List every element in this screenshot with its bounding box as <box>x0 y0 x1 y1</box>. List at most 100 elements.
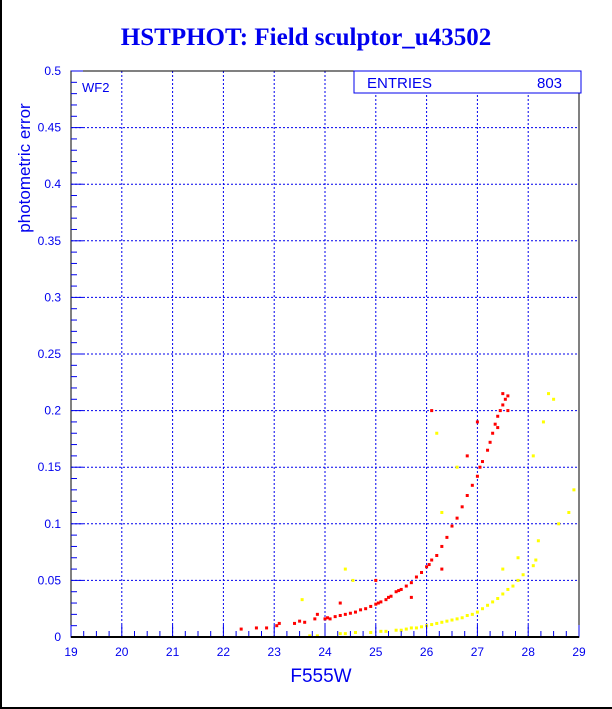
data-point-red <box>374 578 378 582</box>
data-point-red <box>404 584 408 588</box>
data-point-red <box>430 409 434 413</box>
data-point-red <box>394 590 398 594</box>
data-point-yellow <box>572 488 576 492</box>
data-point-red <box>364 607 368 611</box>
data-point-yellow <box>455 617 459 621</box>
data-point-yellow <box>445 619 449 623</box>
data-point-yellow <box>516 578 520 582</box>
data-point-yellow <box>440 510 444 514</box>
data-point-red <box>333 615 337 619</box>
data-point-red <box>496 426 500 430</box>
y-tick-label: 0.3 <box>44 290 61 304</box>
data-point-yellow <box>435 621 439 625</box>
data-point-yellow <box>501 592 505 596</box>
y-tick-label: 0.4 <box>44 177 61 191</box>
tick-labels: 19 20 21 22 23 24 25 26 27 28 29 0 0.05 0.1 0.15 0.2 0.2… <box>38 64 586 659</box>
data-point-red <box>369 604 373 608</box>
entries-label: ENTRIES <box>367 75 432 92</box>
data-point-red <box>303 620 307 624</box>
data-point-yellow <box>450 618 454 622</box>
data-point-red <box>455 516 459 520</box>
data-point-red <box>486 448 490 452</box>
data-point-red <box>460 505 464 509</box>
stats-box: ENTRIES 803 <box>353 70 582 94</box>
data-point-red <box>414 575 418 579</box>
data-point-yellow <box>541 420 545 424</box>
x-tick-label: 27 <box>471 645 485 659</box>
data-point-red <box>389 594 393 598</box>
data-point-yellow <box>343 632 347 636</box>
y-tick-label: 0.05 <box>38 573 62 587</box>
data-point-yellow <box>308 634 312 638</box>
data-point-yellow <box>547 392 551 396</box>
data-point-red <box>445 535 449 539</box>
y-tick-label: 0 <box>54 630 61 644</box>
x-tick-label: 24 <box>318 645 332 659</box>
data-point-yellow <box>534 558 538 562</box>
data-point-red <box>409 595 413 599</box>
y-tick-label: 0.15 <box>38 460 62 474</box>
data-point-yellow <box>414 626 418 630</box>
data-point-red <box>254 626 258 630</box>
axis-ticks <box>70 70 580 638</box>
data-point-yellow <box>384 629 388 633</box>
data-points <box>239 392 576 638</box>
data-point-yellow <box>351 578 355 582</box>
data-point-red <box>506 394 510 398</box>
data-point-yellow <box>480 607 484 611</box>
data-point-yellow <box>343 567 347 571</box>
data-point-yellow <box>557 522 561 526</box>
x-tick-label: 20 <box>115 645 129 659</box>
data-point-yellow <box>567 510 571 514</box>
data-point-yellow <box>501 567 505 571</box>
frame-bottom-border <box>0 707 612 709</box>
data-point-red <box>420 570 424 574</box>
data-point-yellow <box>440 620 444 624</box>
data-point-red <box>440 544 444 548</box>
data-point-red <box>275 624 279 628</box>
data-point-yellow <box>531 454 535 458</box>
data-point-red <box>488 440 492 444</box>
data-point-yellow <box>470 612 474 616</box>
panel-label: WF2 <box>82 80 109 95</box>
data-point-yellow <box>353 630 357 634</box>
chart-title: HSTPHOT: Field sculptor_u43502 <box>120 24 492 51</box>
data-point-red <box>374 602 378 606</box>
data-point-yellow <box>496 597 500 601</box>
data-point-yellow <box>379 629 383 633</box>
data-point-red <box>315 612 319 616</box>
data-point-yellow <box>460 616 464 620</box>
y-tick-label: 0.2 <box>44 404 61 418</box>
data-point-yellow <box>511 584 515 588</box>
data-point-yellow <box>409 626 413 630</box>
data-point-red <box>298 619 302 623</box>
data-point-red <box>323 617 327 621</box>
x-tick-label: 26 <box>420 645 434 659</box>
x-tick-label: 23 <box>268 645 282 659</box>
data-point-red <box>501 403 505 407</box>
data-point-yellow <box>435 431 439 435</box>
data-point-red <box>440 567 444 571</box>
x-tick-label: 22 <box>217 645 231 659</box>
data-point-yellow <box>404 627 408 631</box>
data-point-red <box>353 610 357 614</box>
frame-left-border <box>0 0 2 709</box>
data-point-red <box>399 587 403 591</box>
data-point-yellow <box>506 587 510 591</box>
data-point-red <box>503 397 507 401</box>
y-tick-label: 0.5 <box>44 64 61 78</box>
stats-box-frame <box>353 70 582 94</box>
data-point-red <box>338 613 342 617</box>
data-point-yellow <box>399 628 403 632</box>
data-point-red <box>425 565 429 569</box>
data-point-yellow <box>531 564 535 568</box>
data-point-yellow <box>521 573 525 577</box>
data-point-red <box>475 420 479 424</box>
data-point-red <box>379 600 383 604</box>
data-point-yellow <box>486 603 490 607</box>
data-point-red <box>491 431 495 435</box>
x-tick-label: 25 <box>369 645 383 659</box>
data-point-yellow <box>430 623 434 627</box>
data-point-yellow <box>552 397 556 401</box>
